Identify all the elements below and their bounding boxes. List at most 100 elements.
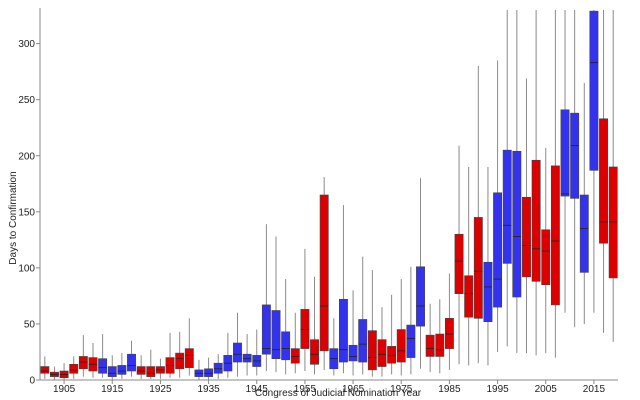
box-group [531, 10, 541, 356]
box [117, 365, 127, 375]
box [599, 118, 608, 244]
y-tick-label: 250 [18, 95, 35, 106]
box-group [175, 331, 185, 378]
box [367, 330, 377, 371]
box [579, 194, 589, 273]
box-group [59, 363, 69, 380]
box-group [416, 178, 425, 369]
x-tick-label: 1935 [197, 384, 220, 395]
box [550, 165, 560, 306]
x-tick-label: 1965 [342, 384, 365, 395]
box [242, 353, 252, 363]
box [406, 324, 416, 358]
box [608, 166, 618, 279]
x-axis: 1905 1915 1925 1935 1945 1955 1965 1975 1985 1995… [40, 379, 618, 395]
box-group [107, 355, 117, 380]
box [396, 329, 406, 363]
box-group [261, 224, 271, 372]
box-group [127, 340, 136, 377]
box-group [358, 256, 368, 375]
box-group [155, 358, 165, 379]
box [560, 109, 570, 197]
box [473, 217, 483, 319]
box [319, 194, 329, 352]
box [387, 346, 397, 364]
box-group [88, 343, 98, 378]
box-group [444, 273, 454, 370]
box-group [290, 312, 300, 374]
box [136, 366, 146, 375]
box [454, 233, 464, 294]
x-tick-label: 1975 [390, 384, 413, 395]
box-group [223, 332, 233, 378]
box [464, 275, 474, 318]
box-group [98, 334, 108, 378]
y-tick-label: 200 [18, 151, 35, 162]
box-group [339, 205, 348, 374]
box [204, 368, 214, 377]
box-group [560, 10, 570, 313]
box-group [348, 290, 358, 376]
box-group [550, 10, 560, 358]
box [175, 352, 185, 370]
x-tick-label: 2015 [583, 384, 606, 395]
box-group [252, 329, 262, 376]
box [233, 342, 242, 363]
box [127, 353, 136, 372]
box-group [69, 356, 79, 379]
box [512, 150, 522, 298]
box [502, 149, 512, 264]
box-group [464, 166, 474, 366]
box-group [502, 10, 512, 347]
box [483, 261, 493, 322]
box-group [608, 10, 618, 342]
box-group [233, 312, 242, 377]
box-group [522, 78, 531, 354]
box [40, 366, 50, 374]
box [589, 10, 599, 171]
x-tick-label: 1905 [53, 384, 76, 395]
box-group [483, 166, 493, 366]
box-group [541, 147, 551, 354]
box-group [579, 82, 589, 324]
x-tick-label: 1945 [246, 384, 269, 395]
box [541, 229, 551, 285]
box-group [454, 145, 464, 365]
box-group [242, 334, 252, 376]
box-group [512, 10, 522, 354]
x-tick-label: 1955 [294, 384, 317, 395]
y-tick-label: 0 [29, 376, 35, 387]
box [184, 348, 194, 368]
box [444, 318, 454, 349]
box [425, 334, 435, 357]
box [69, 364, 79, 374]
box-group [184, 318, 194, 376]
box-group [194, 359, 204, 380]
y-tick-label: 100 [18, 263, 35, 274]
box-group [387, 294, 397, 375]
box-group [78, 335, 88, 377]
plot-area [40, 10, 618, 380]
box [271, 310, 281, 359]
box-group [377, 307, 387, 377]
box [290, 348, 300, 364]
box [281, 331, 291, 361]
box-group [473, 66, 483, 364]
y-tick-label: 150 [18, 207, 35, 218]
box-group [310, 276, 319, 375]
box [98, 358, 108, 374]
box [531, 159, 541, 282]
box-group [50, 366, 59, 380]
box [78, 356, 88, 370]
box-group [204, 357, 214, 380]
box [435, 333, 445, 357]
x-axis-title: Congress of Judicial Nomination Year [255, 388, 422, 399]
box [348, 344, 358, 362]
box-group [570, 10, 580, 328]
y-axis-title: Days to Confirmation [8, 171, 19, 264]
box-group [589, 10, 599, 313]
box [146, 366, 156, 377]
box [339, 298, 348, 363]
